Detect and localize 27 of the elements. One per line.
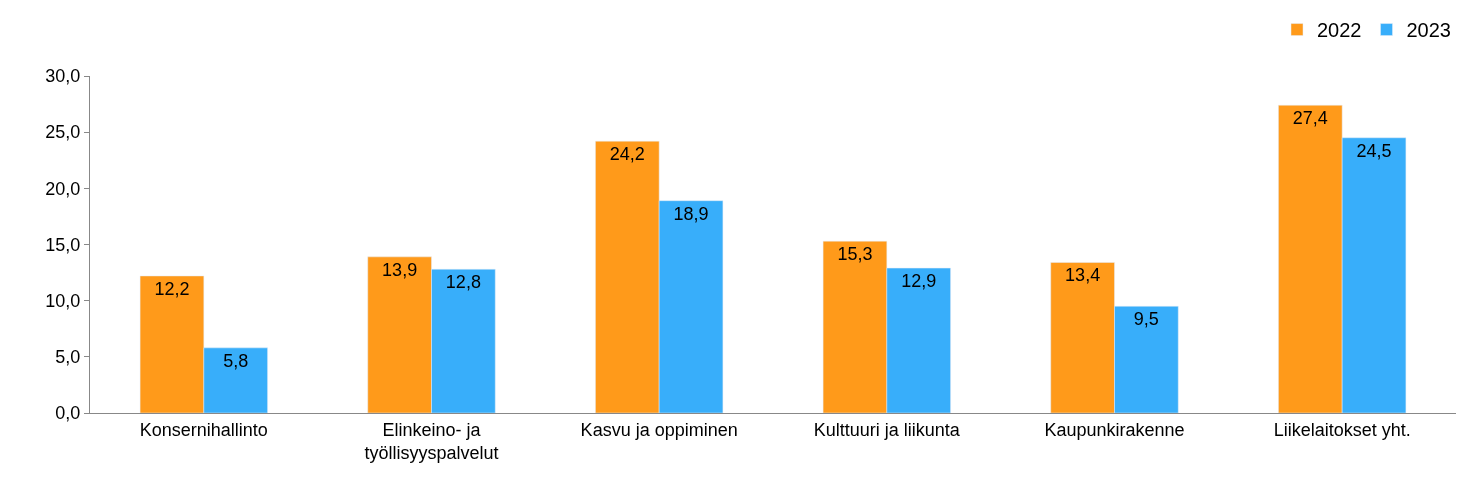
data-label: 13,9	[382, 259, 418, 280]
y-tick-label: 30,0	[45, 66, 81, 87]
y-tick-label: 20,0	[45, 178, 81, 199]
x-tick-label: Konsernihallinto	[139, 419, 268, 440]
data-label: 5,8	[223, 350, 249, 371]
x-tick-label: Liikelaitokset yht.	[1273, 419, 1411, 440]
y-tick-label: 25,0	[45, 122, 81, 143]
data-label: 13,4	[1065, 265, 1101, 286]
x-tick-label: Elinkeino- ja työllisyyspalvelut	[364, 419, 499, 463]
data-label: 12,8	[445, 272, 481, 293]
data-label: 24,2	[609, 144, 645, 165]
x-tick-label: Kasvu ja oppiminen	[580, 419, 738, 440]
y-tick-label: 5,0	[55, 347, 81, 368]
data-label: 12,9	[901, 271, 937, 292]
data-label: 27,4	[1292, 108, 1328, 129]
x-tick-label: Kulttuuri ja liikunta	[813, 419, 961, 440]
y-tick-label: 10,0	[45, 290, 81, 311]
legend-label: 2023	[1406, 19, 1451, 42]
legend-label: 2022	[1317, 19, 1362, 42]
y-tick-label: 15,0	[45, 234, 81, 255]
data-label: 24,5	[1356, 140, 1392, 161]
data-label: 12,2	[154, 278, 190, 299]
y-tick-label: 0,0	[55, 403, 81, 424]
data-label: 18,9	[673, 203, 709, 224]
data-label: 15,3	[837, 244, 873, 265]
data-label: 9,5	[1133, 309, 1159, 330]
x-tick-label: Kaupunkirakenne	[1044, 419, 1185, 440]
